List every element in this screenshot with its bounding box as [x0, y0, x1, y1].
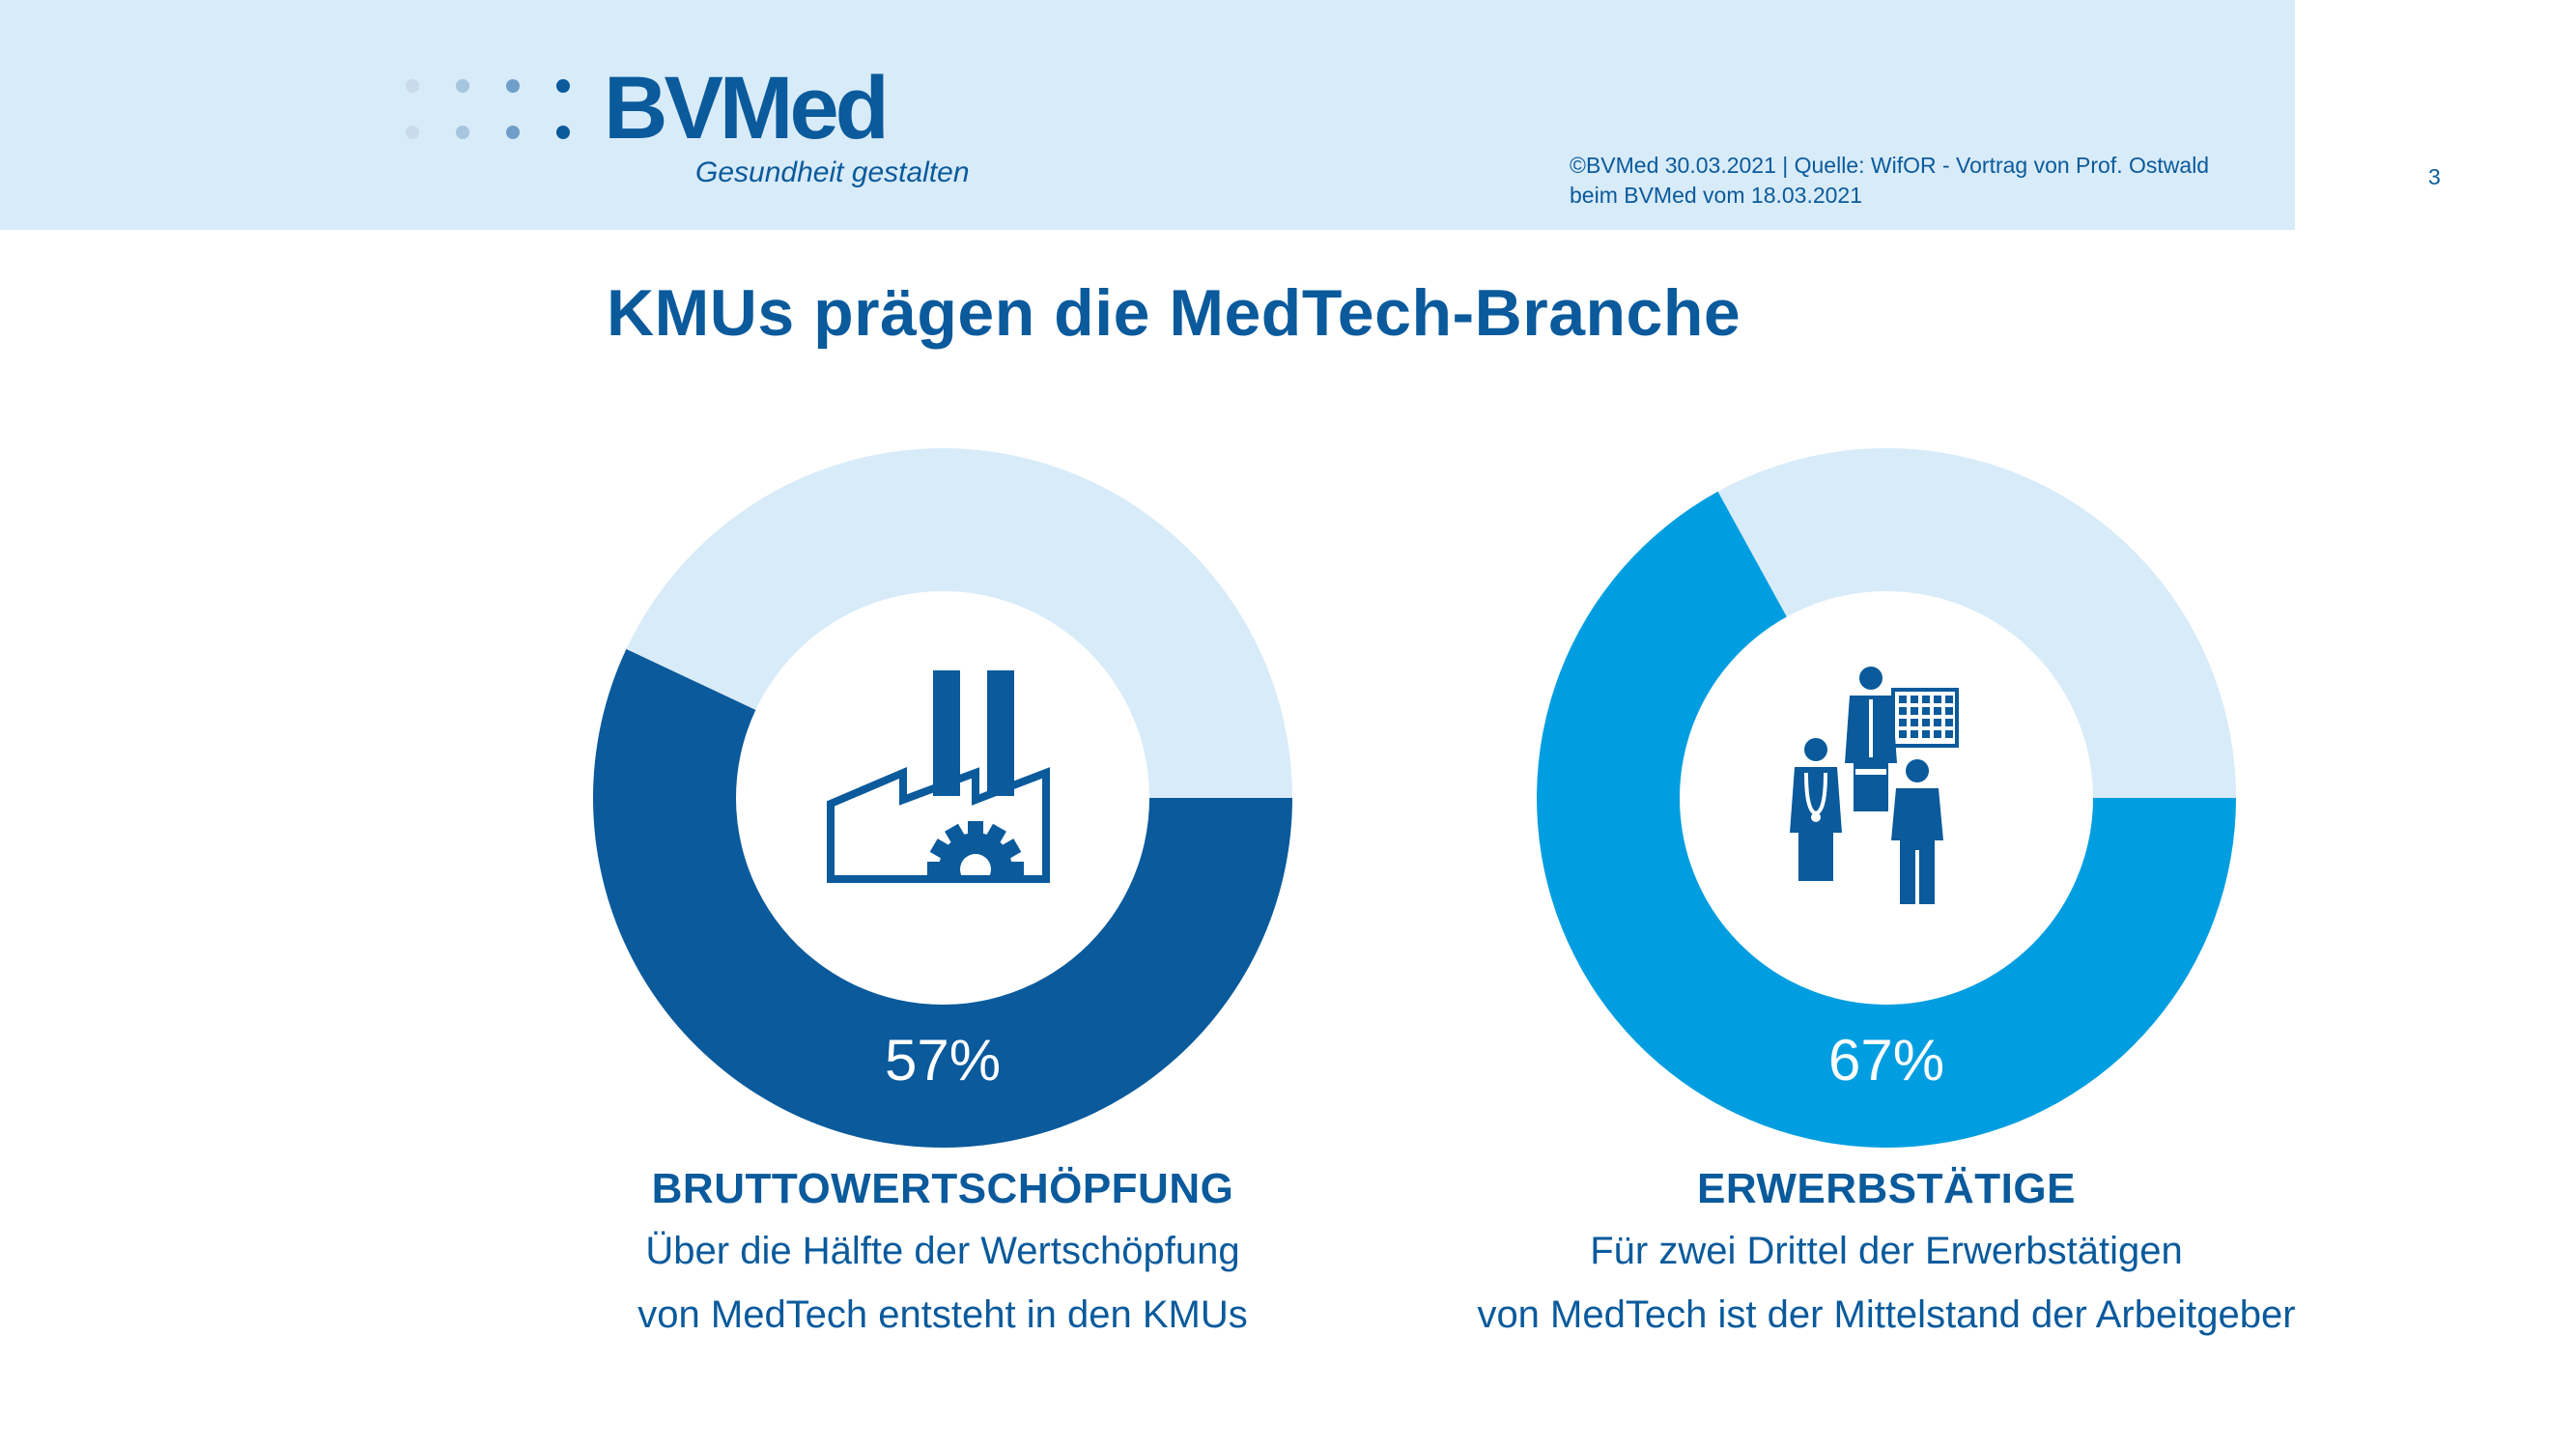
donut-slice-remainder	[1717, 448, 2236, 798]
caption-heading: ERWERBSTÄTIGE	[1697, 1165, 2076, 1212]
logo-dots	[406, 79, 589, 147]
bvmed-logo: BVMed Gesundheit gestalten	[406, 64, 985, 203]
source-line-1: ©BVMed 30.03.2021 | Quelle: WifOR - Vort…	[1570, 153, 2210, 178]
caption-erwerbstaetige: ERWERBSTÄTIGE Für zwei Drittel der Erwer…	[1403, 1159, 2369, 1347]
logo-tagline: Gesundheit gestalten	[695, 156, 970, 188]
medical-staff-icon	[1790, 667, 1959, 904]
source-note: ©BVMed 30.03.2021 | Quelle: WifOR - Vort…	[1570, 151, 2209, 211]
caption-line: von MedTech ist der Mittelstand der Arbe…	[1477, 1293, 2296, 1336]
donut-slice-value	[1537, 491, 2236, 1149]
logo-wordmark: BVMed	[604, 59, 890, 157]
donut-value-label-wertschoepfung: 57%	[885, 1028, 1001, 1093]
caption-line: Über die Hälfte der Wertschöpfung	[645, 1230, 1240, 1272]
donut-chart-erwerbstaetige	[1537, 448, 2236, 1149]
donut-chart-wertschoepfung	[593, 448, 1292, 1148]
caption-line: Für zwei Drittel der Erwerbstätigen	[1590, 1230, 2183, 1272]
donut-slice-value	[593, 648, 1292, 1148]
caption-heading: BRUTTOWERTSCHÖPFUNG	[651, 1165, 1234, 1212]
page-title: KMUs prägen die MedTech-Branche	[607, 276, 1741, 350]
factory-icon	[827, 670, 1050, 933]
header-band	[0, 0, 2295, 230]
donut-value-label-erwerbstaetige: 67%	[1828, 1028, 1944, 1093]
source-line-2: beim BVMed vom 18.03.2021	[1570, 183, 1863, 208]
page-number: 3	[2428, 164, 2441, 189]
caption-wertschoepfung: BRUTTOWERTSCHÖPFUNG Über die Hälfte der …	[460, 1159, 1426, 1347]
caption-line: von MedTech entsteht in den KMUs	[637, 1293, 1248, 1336]
donut-slice-remainder	[626, 448, 1292, 798]
